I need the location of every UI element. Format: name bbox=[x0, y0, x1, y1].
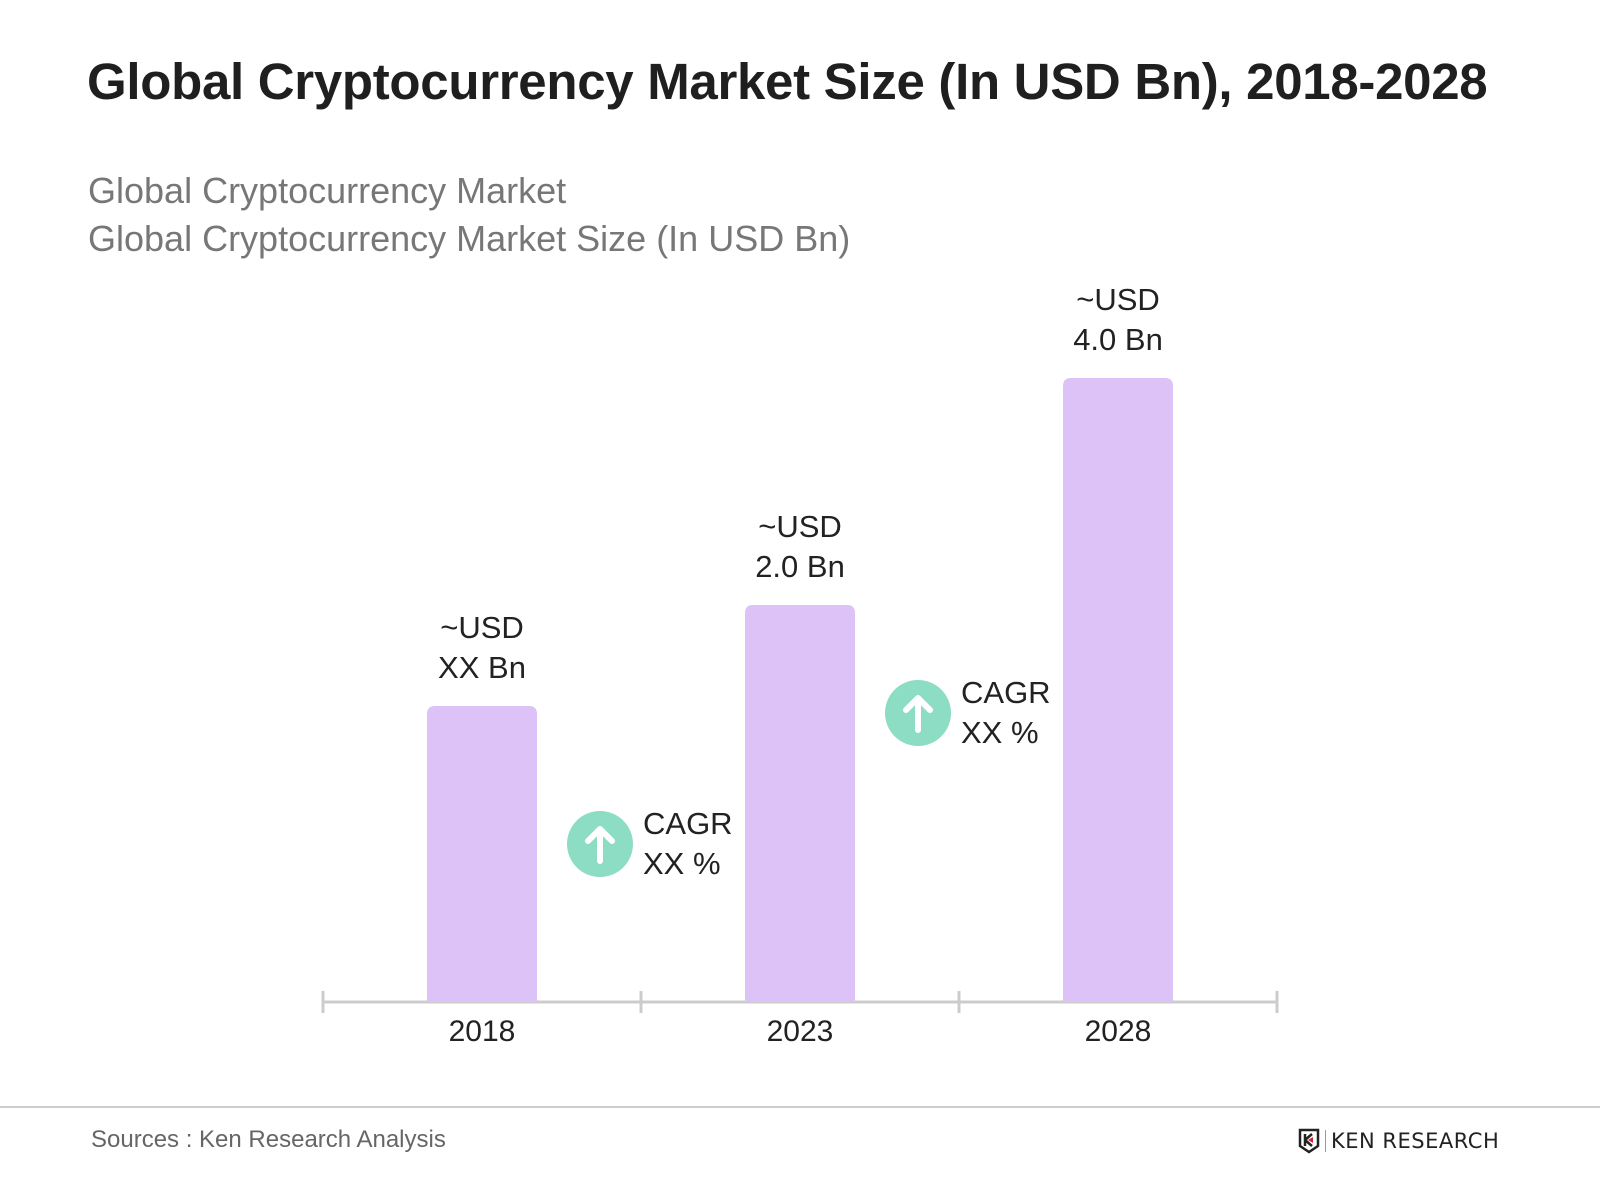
arrow-up-glyph bbox=[585, 826, 615, 864]
bar-chart: 2018 ~USD XX Bn 2023 ~USD 2.0 Bn 2028 ~USD 4.0 B… bbox=[321, 282, 1279, 1048]
bar-2023 bbox=[745, 605, 855, 1002]
data-label: 4.0 Bn bbox=[1073, 322, 1163, 357]
chart-subtitle: Global Cryptocurrency Market bbox=[88, 170, 567, 211]
arrow-up-glyph bbox=[903, 695, 933, 733]
x-tick-label: 2018 bbox=[449, 1015, 516, 1048]
footer-divider bbox=[0, 1106, 1600, 1108]
cagr-label: XX % bbox=[961, 715, 1039, 750]
logo-text: KEN RESEARCH bbox=[1331, 1129, 1500, 1153]
bar-2018 bbox=[427, 706, 537, 1002]
data-label: ~USD bbox=[440, 610, 524, 645]
x-tick-label: 2023 bbox=[767, 1015, 834, 1048]
bar-2028 bbox=[1063, 378, 1173, 1002]
ken-research-logo: KEN RESEARCH bbox=[1298, 1128, 1499, 1154]
chart-subtitle-2: Global Cryptocurrency Market Size (In US… bbox=[88, 218, 851, 259]
cagr-label: CAGR bbox=[643, 806, 733, 841]
ken-shield-icon bbox=[1298, 1128, 1320, 1154]
cagr-label: XX % bbox=[643, 846, 721, 881]
data-label: ~USD bbox=[1076, 282, 1160, 317]
source-note: Sources : Ken Research Analysis bbox=[91, 1126, 446, 1153]
chart-title: Global Cryptocurrency Market Size (In US… bbox=[87, 53, 1488, 110]
data-label: XX Bn bbox=[438, 650, 526, 685]
cagr-label: CAGR bbox=[961, 675, 1051, 710]
x-tick-label: 2028 bbox=[1085, 1015, 1152, 1048]
data-label: ~USD bbox=[758, 509, 842, 544]
data-label: 2.0 Bn bbox=[755, 549, 845, 584]
